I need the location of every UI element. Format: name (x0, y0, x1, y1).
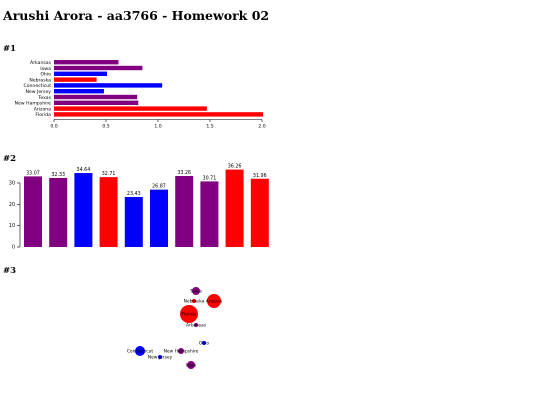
vertical-bar-chart: 33.07 32.33 34.64 32.71 23.43 26.87 33.26 30.71… (9, 164, 269, 251)
bar (54, 89, 104, 94)
category-label: New Jersey (26, 89, 52, 95)
bar (54, 83, 163, 88)
bar (99, 177, 118, 247)
y-tick-label: 0 (12, 245, 15, 251)
section-1-heading: #1 (3, 44, 17, 54)
y-tick-label: 30 (9, 181, 15, 187)
data-label: 33.26 (177, 170, 191, 176)
bar (200, 181, 219, 247)
bubble (135, 346, 145, 356)
category-label: Nebraska (29, 77, 51, 83)
category-label: New Hampshire (15, 101, 52, 107)
bubble-label: New Jersey (148, 355, 173, 361)
bar (24, 176, 42, 247)
bubble (187, 361, 195, 369)
bar (54, 77, 97, 82)
category-label: Florida (35, 112, 51, 118)
bubble (180, 305, 198, 323)
bubble (192, 299, 196, 303)
bar (54, 94, 138, 100)
bubble-label: New Hampshire (164, 349, 199, 355)
data-label: 32.33 (51, 172, 65, 178)
page-title: Arushi Arora - aa3766 - Homework 02 (3, 8, 270, 23)
bubble-label: Texas (189, 289, 203, 295)
bubble-label: Iowa (186, 363, 197, 369)
bubble (192, 287, 200, 295)
section-3-heading: #3 (3, 266, 17, 276)
bubble-label: Ohio (199, 341, 209, 347)
bar (175, 175, 194, 247)
x-tick-label: 1.5 (206, 124, 213, 130)
data-label: 23.43 (127, 191, 141, 197)
bar (250, 178, 269, 247)
y-tick-label: 20 (9, 202, 15, 208)
x-tick-label: 2.0 (258, 124, 265, 130)
bubble (207, 294, 221, 308)
y-tick-label: 10 (9, 223, 15, 229)
bar (54, 106, 207, 111)
bubble-label: Connecticut (127, 349, 154, 355)
data-label: 33.07 (26, 170, 40, 176)
bar (150, 189, 168, 247)
category-label: Iowa (40, 66, 51, 72)
section-2-heading: #2 (3, 154, 17, 164)
bar (54, 100, 139, 105)
category-label: Ohio (40, 72, 51, 78)
data-label: 26.87 (152, 184, 166, 190)
x-tick-label: 0.5 (102, 124, 109, 130)
bubble-label: Arizona (206, 299, 223, 305)
category-label: Arkansas (30, 60, 52, 66)
category-label: Texas (37, 95, 51, 101)
category-label: Connecticut (23, 83, 51, 89)
x-tick-label: 1.0 (154, 124, 161, 130)
bar (49, 177, 68, 247)
data-label: 36.26 (228, 164, 242, 170)
bubble-label: Nebraska (184, 299, 205, 305)
bar (54, 71, 108, 76)
data-label: 32.71 (102, 171, 116, 177)
bar (54, 112, 264, 117)
bar (54, 60, 119, 65)
data-label: 30.71 (203, 175, 217, 181)
bubble (158, 355, 162, 359)
bar (54, 65, 143, 71)
bubble (202, 341, 206, 345)
data-label: 34.64 (77, 167, 91, 173)
bubble (178, 348, 184, 354)
bubble-label: Arkansas (186, 323, 207, 329)
bubble-label: Florida (182, 312, 197, 318)
bar (124, 196, 143, 247)
category-label: Arizona (34, 106, 51, 112)
x-tick-label: 0.0 (50, 124, 57, 130)
data-label: 31.96 (253, 173, 267, 179)
bar (74, 173, 93, 247)
bar (225, 169, 244, 247)
bubble (194, 323, 198, 327)
